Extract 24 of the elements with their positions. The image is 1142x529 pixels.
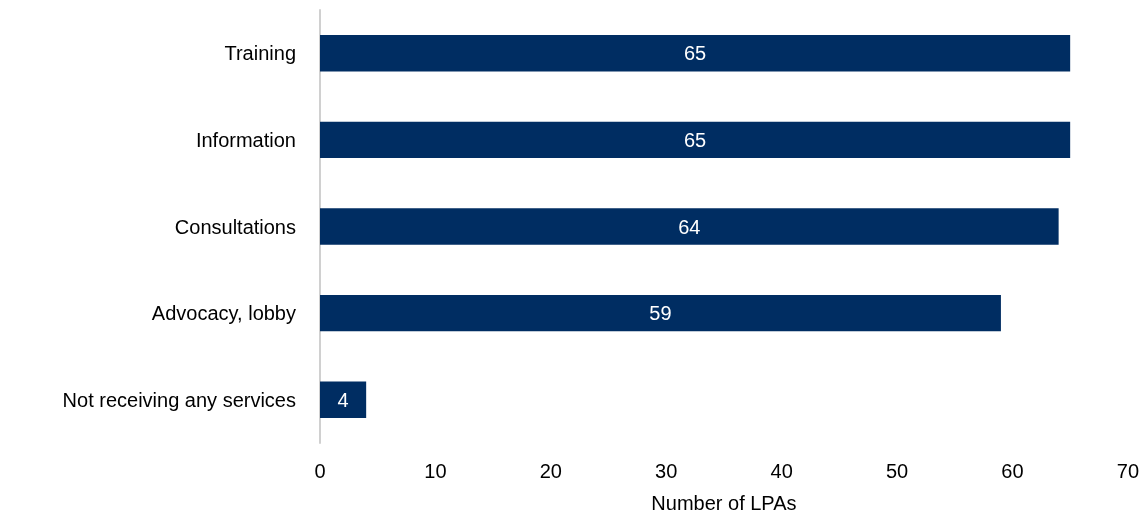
y-tick-label: Advocacy, lobby — [151, 302, 296, 325]
data-label: 65 — [683, 128, 707, 151]
x-tick-label: 40 — [770, 460, 793, 482]
x-tick-label: 20 — [539, 460, 562, 482]
x-tick-label: 60 — [1001, 460, 1024, 482]
data-label: 59 — [649, 302, 672, 325]
data-label: 65 — [683, 42, 707, 65]
bar — [320, 121, 1071, 159]
y-tick-label: Not receiving any services — [62, 388, 296, 411]
bar — [320, 381, 367, 418]
bar — [320, 208, 1059, 245]
bar — [320, 35, 1071, 72]
y-tick-label: Training — [224, 42, 296, 65]
x-tick-label: 70 — [1116, 460, 1139, 482]
bar — [320, 294, 1001, 332]
x-tick-label: 50 — [885, 460, 909, 482]
y-tick-label: Information — [195, 128, 296, 151]
y-tick-label: Consultations — [174, 215, 296, 238]
data-label: 64 — [678, 215, 701, 238]
x-tick-label: 0 — [314, 460, 326, 482]
x-tick-label: 30 — [655, 460, 678, 482]
data-label: 4 — [337, 388, 349, 411]
x-axis-title: Number of LPAs — [651, 492, 797, 514]
x-tick-label: 10 — [424, 460, 447, 482]
